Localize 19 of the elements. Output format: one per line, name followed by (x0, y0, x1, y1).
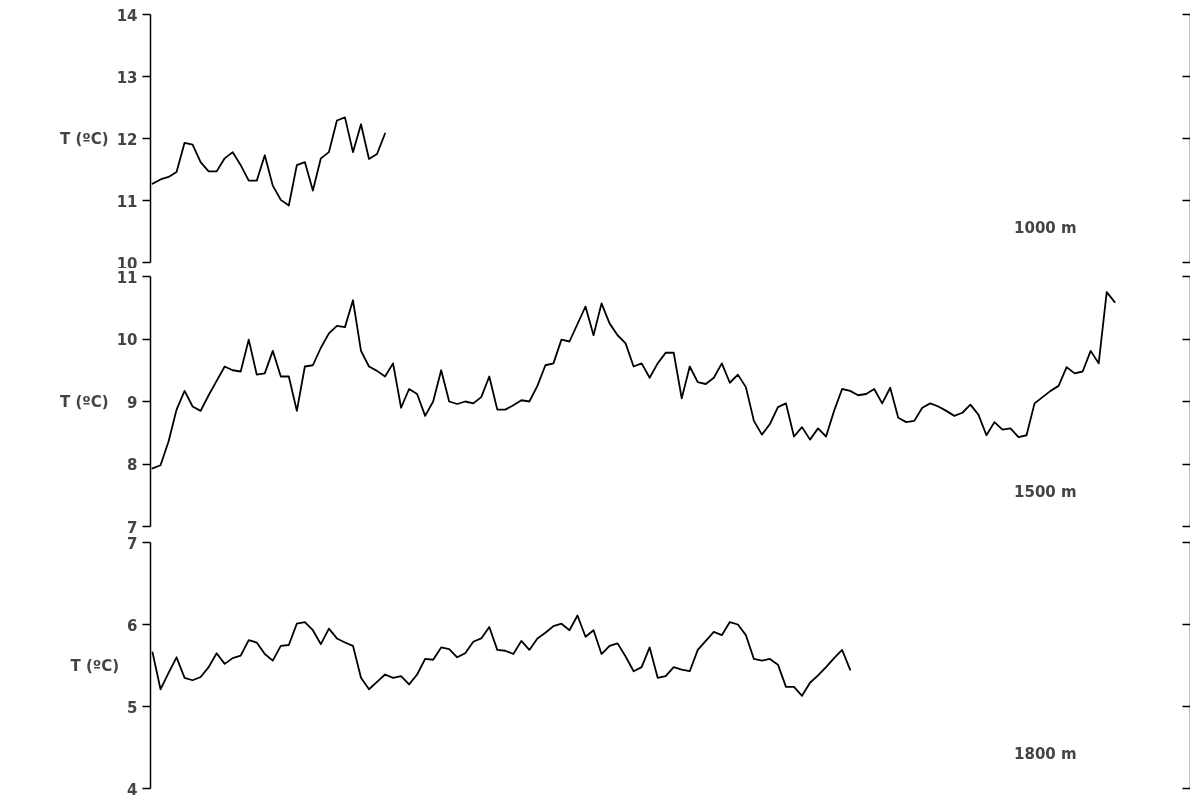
y-tick-label: 13 (116, 68, 138, 87)
y-tick-label: 14 (116, 6, 138, 25)
y-axis-title: T (ºC) (59, 392, 109, 411)
y-tick-label: 4 (127, 780, 138, 799)
y-tick-label: 12 (116, 130, 138, 149)
y-tick-label: 10 (116, 331, 138, 349)
y-tick-label: 11 (116, 192, 138, 211)
y-axis-title: T (ºC) (59, 129, 109, 148)
y-tick-label: 7 (127, 518, 138, 537)
y-tick-label: 11 (116, 268, 138, 287)
y-tick-label: 7 (127, 534, 138, 553)
y-tick-label: 9 (127, 393, 138, 412)
y-tick-label: 6 (127, 616, 138, 635)
y-axis-title: T (ºC) (70, 656, 120, 675)
text: 1000 m (1014, 218, 1077, 237)
text: 1800 m (1014, 745, 1077, 764)
annotation: 1500 m (1014, 482, 1077, 501)
y-tick-label: 8 (127, 456, 138, 474)
y-tick-label: 5 (127, 698, 138, 717)
